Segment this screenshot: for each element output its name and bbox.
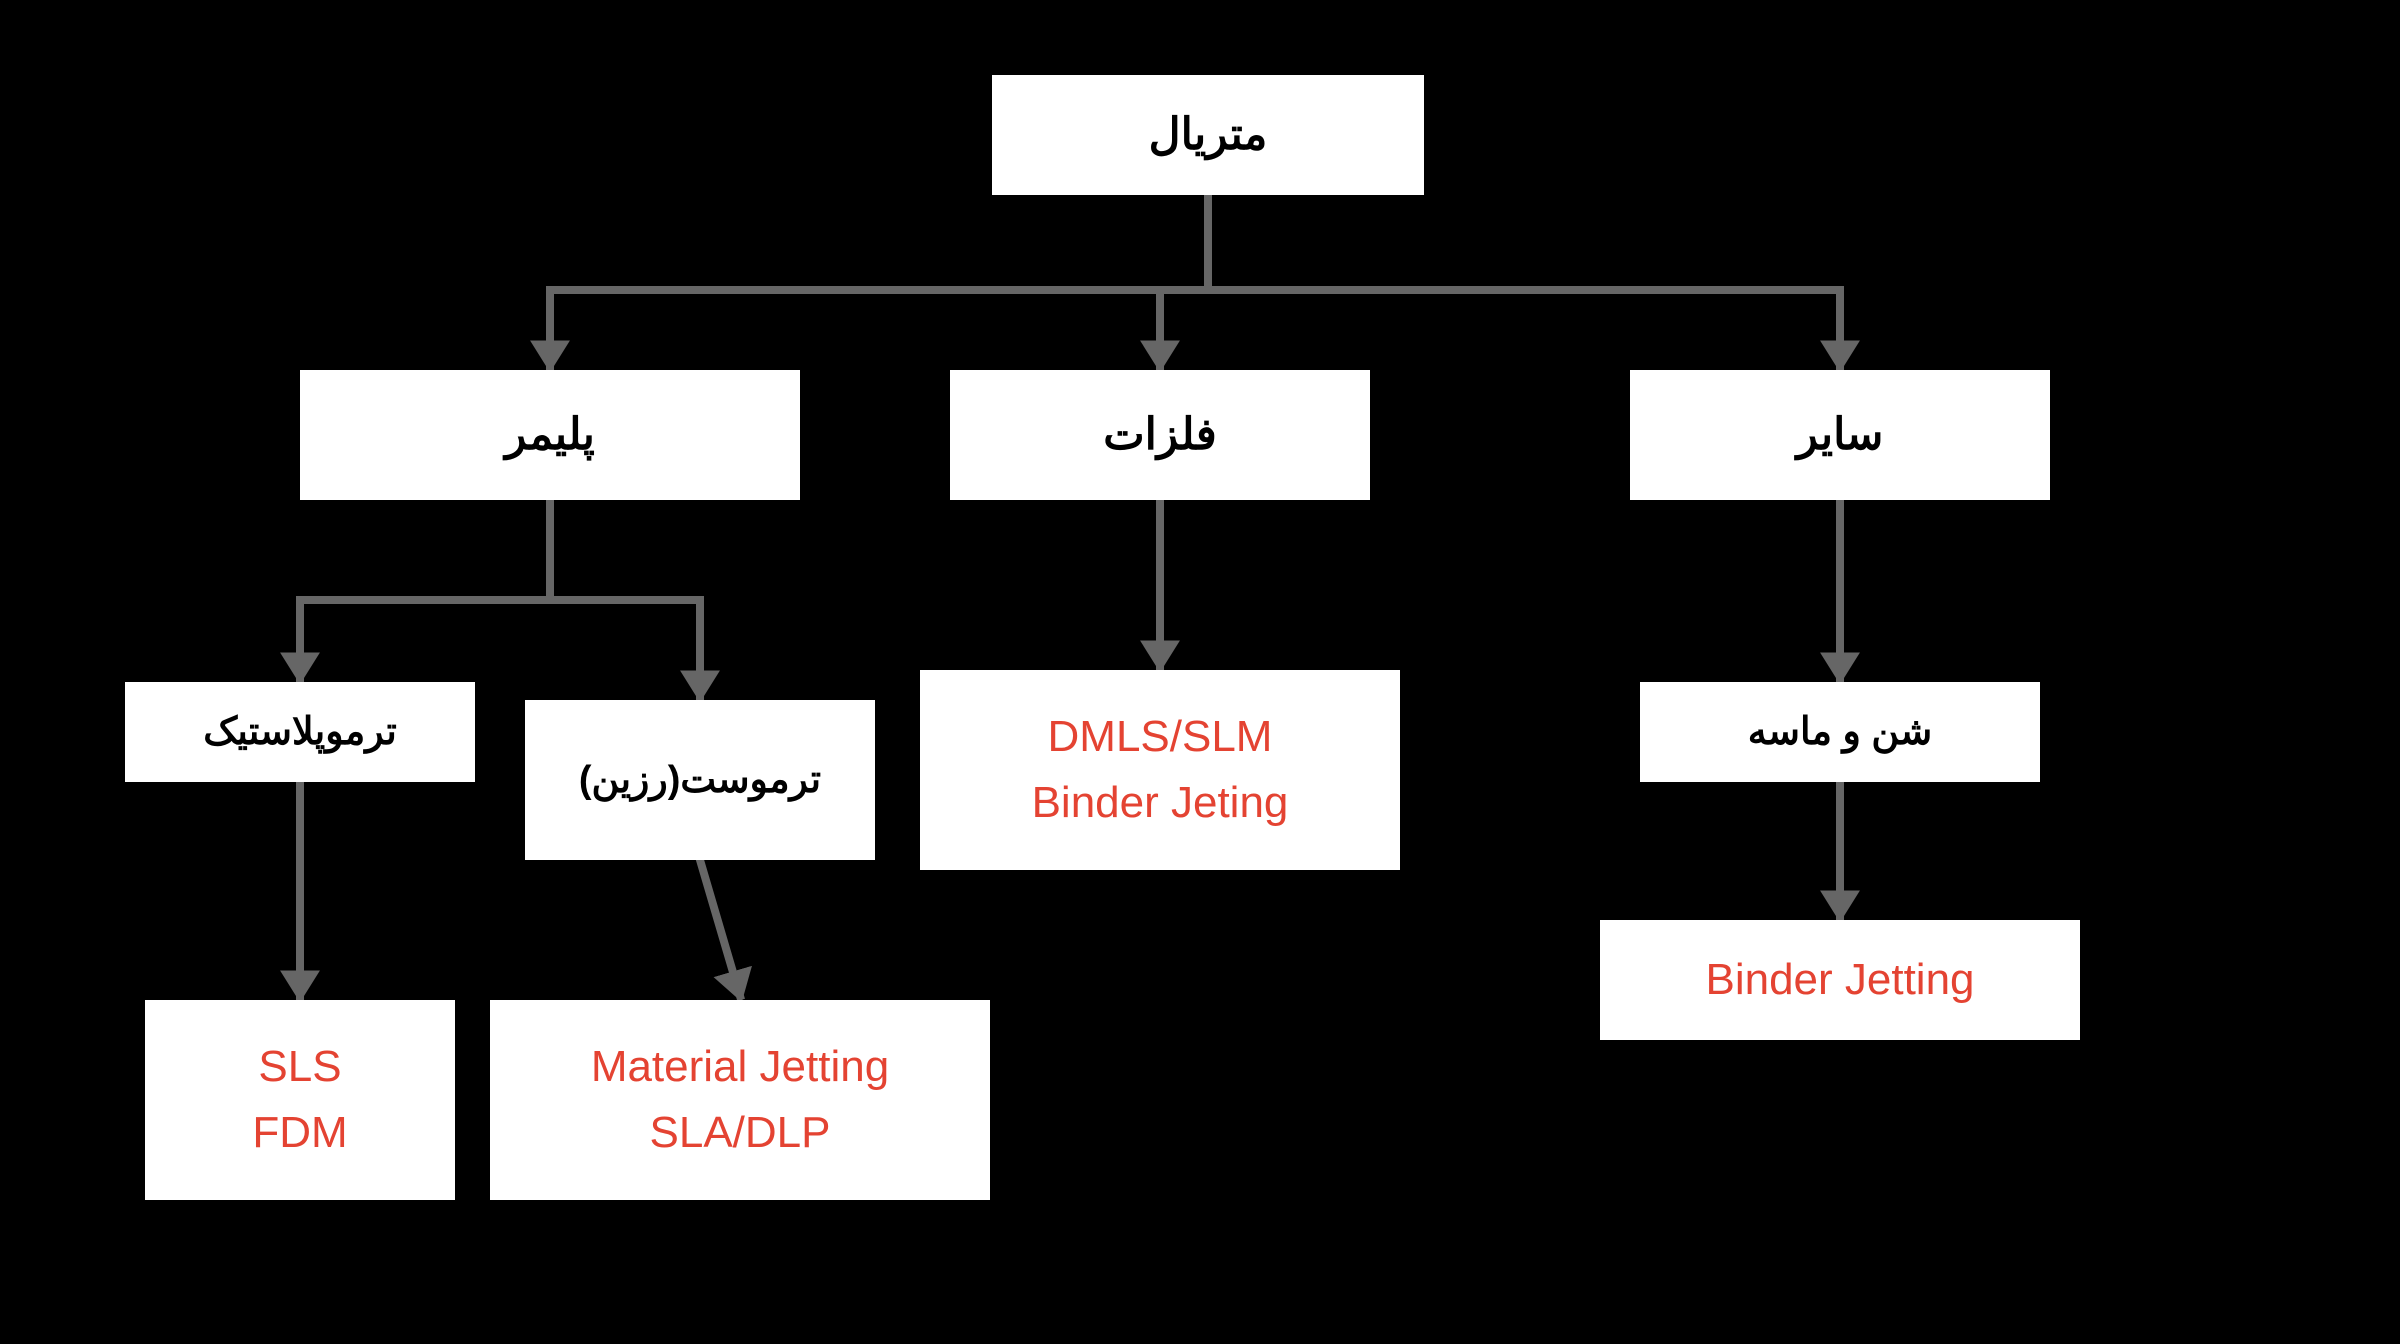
node-sand-tech-line-0: Binder Jetting — [1705, 947, 1974, 1013]
node-root: متریال — [992, 75, 1424, 195]
node-metals-tech-line-0: DMLS/SLM — [1048, 704, 1273, 770]
node-thermo-tech-line-0: SLS — [258, 1034, 341, 1100]
node-resin-tech-line-0: Material Jetting — [591, 1034, 889, 1100]
node-thermo-tech-line-1: FDM — [252, 1100, 347, 1166]
node-other: سایر — [1630, 370, 2050, 500]
node-thermoplastic-line-0: ترموپلاستیک — [203, 704, 397, 761]
node-sand-line-0: شن و ماسه — [1748, 704, 1932, 761]
node-polymer-line-0: پلیمر — [505, 402, 595, 468]
node-resin-tech-line-1: SLA/DLP — [650, 1100, 831, 1166]
node-metals-line-0: فلزات — [1103, 402, 1217, 468]
node-metals-tech: DMLS/SLMBinder Jeting — [920, 670, 1400, 870]
node-thermoset: ترموست(رزین) — [525, 700, 875, 860]
node-metals-tech-line-1: Binder Jeting — [1032, 770, 1289, 836]
diagram-stage: متریال پلیمر فلزات سایر ترموپلاستیک ترموست(رز… — [0, 0, 2400, 1344]
node-thermoplastic: ترموپلاستیک — [125, 682, 475, 782]
node-polymer: پلیمر — [300, 370, 800, 500]
node-thermo-tech: SLSFDM — [145, 1000, 455, 1200]
node-sand-tech: Binder Jetting — [1600, 920, 2080, 1040]
edge — [700, 860, 740, 996]
node-thermoset-line-0: ترموست(رزین) — [579, 752, 821, 809]
node-sand: شن و ماسه — [1640, 682, 2040, 782]
node-resin-tech: Material JettingSLA/DLP — [490, 1000, 990, 1200]
node-metals: فلزات — [950, 370, 1370, 500]
node-other-line-0: سایر — [1797, 402, 1884, 468]
node-root-line-0: متریال — [1149, 102, 1268, 168]
